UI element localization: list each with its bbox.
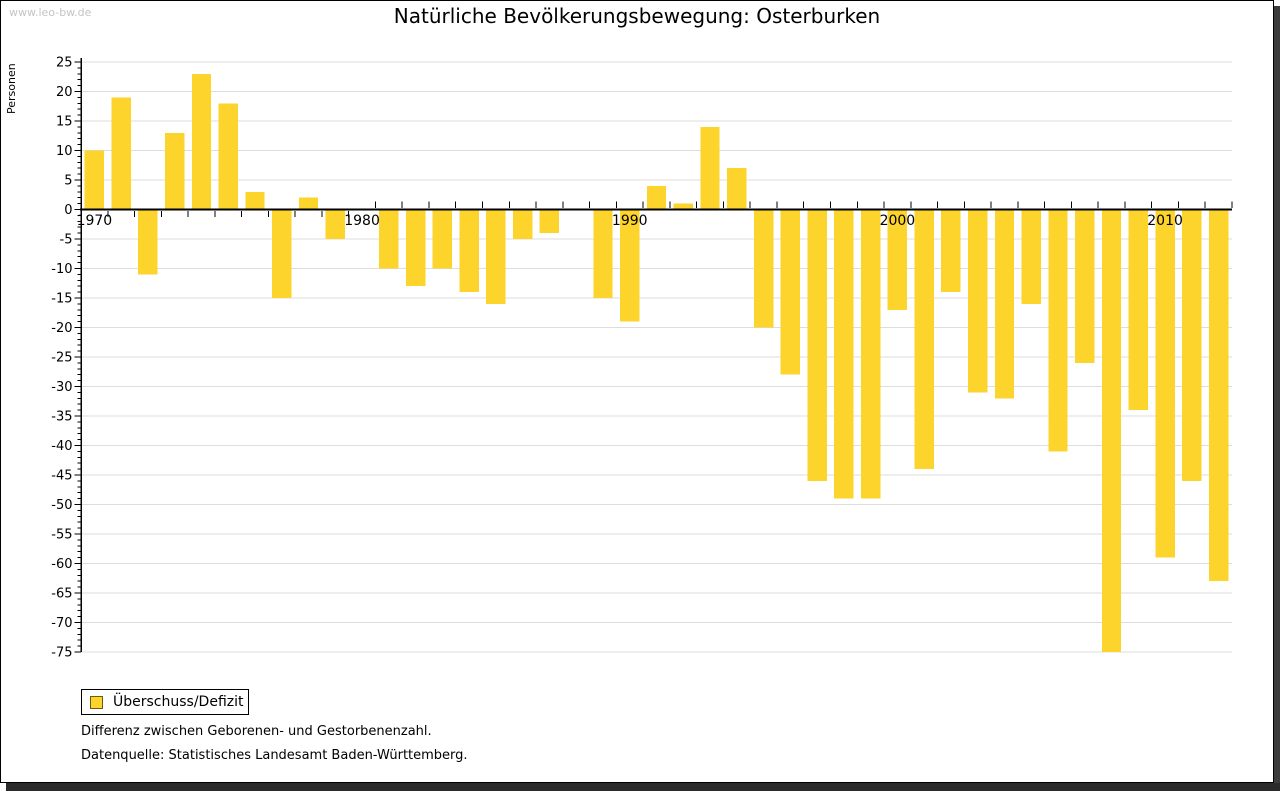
- bar-1990: [620, 209, 640, 322]
- y-tick-label: -25: [51, 351, 72, 366]
- y-tick-label: -10: [51, 262, 72, 277]
- bar-1975: [218, 103, 238, 210]
- bar-1987: [539, 209, 560, 234]
- bar-1985: [486, 209, 506, 304]
- bar-1997: [807, 209, 827, 481]
- y-tick-label: -50: [51, 498, 72, 513]
- y-tick-label: 25: [56, 56, 73, 71]
- bar-2000: [887, 209, 908, 310]
- y-tick-label: 0: [64, 203, 72, 218]
- bar-2005: [1021, 209, 1041, 304]
- x-tick-label: 2000: [880, 213, 916, 229]
- caption-definition: Differenz zwischen Geborenen- und Gestor…: [81, 724, 432, 739]
- bar-1976: [245, 191, 265, 210]
- bar-2001: [914, 209, 934, 470]
- bar-1978: [298, 197, 319, 210]
- y-tick-labels: 25 20 15 10 5 0 -5 -10 -15 -20 -25 -30 -35 -40 -45 -50 -…: [51, 56, 72, 661]
- y-tick-label: -20: [51, 321, 72, 336]
- bar-1989: [593, 209, 613, 298]
- y-tick-label: 15: [56, 115, 73, 130]
- legend-label: Überschuss/Defizit: [113, 694, 244, 710]
- y-tick-label: -30: [51, 380, 72, 395]
- bar-1983: [432, 209, 453, 269]
- bar-1974: [191, 73, 212, 210]
- bar-1982: [405, 209, 426, 287]
- bar-1996: [780, 209, 801, 375]
- bars: [84, 73, 1229, 652]
- bar-2009: [1128, 209, 1149, 411]
- x-tick-label: 1990: [612, 213, 648, 229]
- bar-1986: [512, 209, 533, 239]
- bar-1971: [111, 97, 131, 210]
- x-tick-labels: 1970 1980 1990 2000 2010: [77, 213, 1183, 229]
- watermark: www.leo-bw.de: [9, 6, 92, 19]
- bar-1995: [753, 209, 774, 328]
- bar-1977: [272, 209, 292, 298]
- bar-1998: [834, 209, 854, 499]
- bar-1981: [379, 209, 399, 269]
- bar-2010: [1155, 209, 1175, 558]
- bar-2002: [941, 209, 961, 293]
- x-ticks: [80, 201, 1233, 217]
- bar-2004: [994, 209, 1015, 399]
- bar-1991: [646, 185, 667, 210]
- legend-swatch: [90, 695, 103, 709]
- y-tick-label: 10: [56, 144, 73, 159]
- x-tick-label: 2010: [1147, 213, 1183, 229]
- bar-2006: [1048, 209, 1068, 452]
- axes: [80, 58, 1232, 652]
- y-tick-label: -65: [51, 587, 72, 602]
- bar-1994: [727, 168, 747, 210]
- y-tick-label: 5: [64, 174, 72, 189]
- y-tick-label: -75: [51, 646, 72, 661]
- drop-shadow-right: [1274, 6, 1280, 791]
- x-tick-label: 1970: [77, 213, 113, 229]
- caption-source: Datenquelle: Statistisches Landesamt Bad…: [81, 748, 468, 763]
- bar-1984: [459, 209, 479, 293]
- bar-1999: [860, 209, 881, 499]
- y-tick-label: -40: [51, 439, 72, 454]
- legend: Überschuss/Defizit: [81, 689, 249, 715]
- bar-2012: [1208, 209, 1229, 582]
- y-tick-label: 20: [56, 85, 73, 100]
- y-tick-label: -70: [51, 616, 72, 631]
- y-tick-label: -5: [60, 233, 73, 248]
- bar-1993: [700, 126, 720, 210]
- bar-2008: [1101, 209, 1122, 652]
- bar-2011: [1182, 209, 1202, 481]
- y-tick-label: -45: [51, 469, 72, 484]
- y-tick-label: -55: [51, 528, 72, 543]
- bar-2003: [968, 209, 988, 393]
- bar-2007: [1075, 209, 1095, 363]
- drop-shadow-bottom: [6, 783, 1280, 791]
- bar-1970: [84, 150, 105, 210]
- bar-1972: [138, 209, 158, 275]
- bar-1992: [673, 203, 693, 210]
- bar-1973: [164, 132, 185, 210]
- y-tick-label: -15: [51, 292, 72, 307]
- bar-1979: [325, 209, 345, 239]
- y-tick-label: -35: [51, 410, 72, 425]
- y-ticks: [74, 61, 81, 653]
- x-tick-label: 1980: [344, 213, 380, 229]
- chart-title: Natürliche Bevölkerungsbewegung: Osterbu…: [393, 4, 881, 28]
- y-tick-label: -60: [51, 557, 72, 572]
